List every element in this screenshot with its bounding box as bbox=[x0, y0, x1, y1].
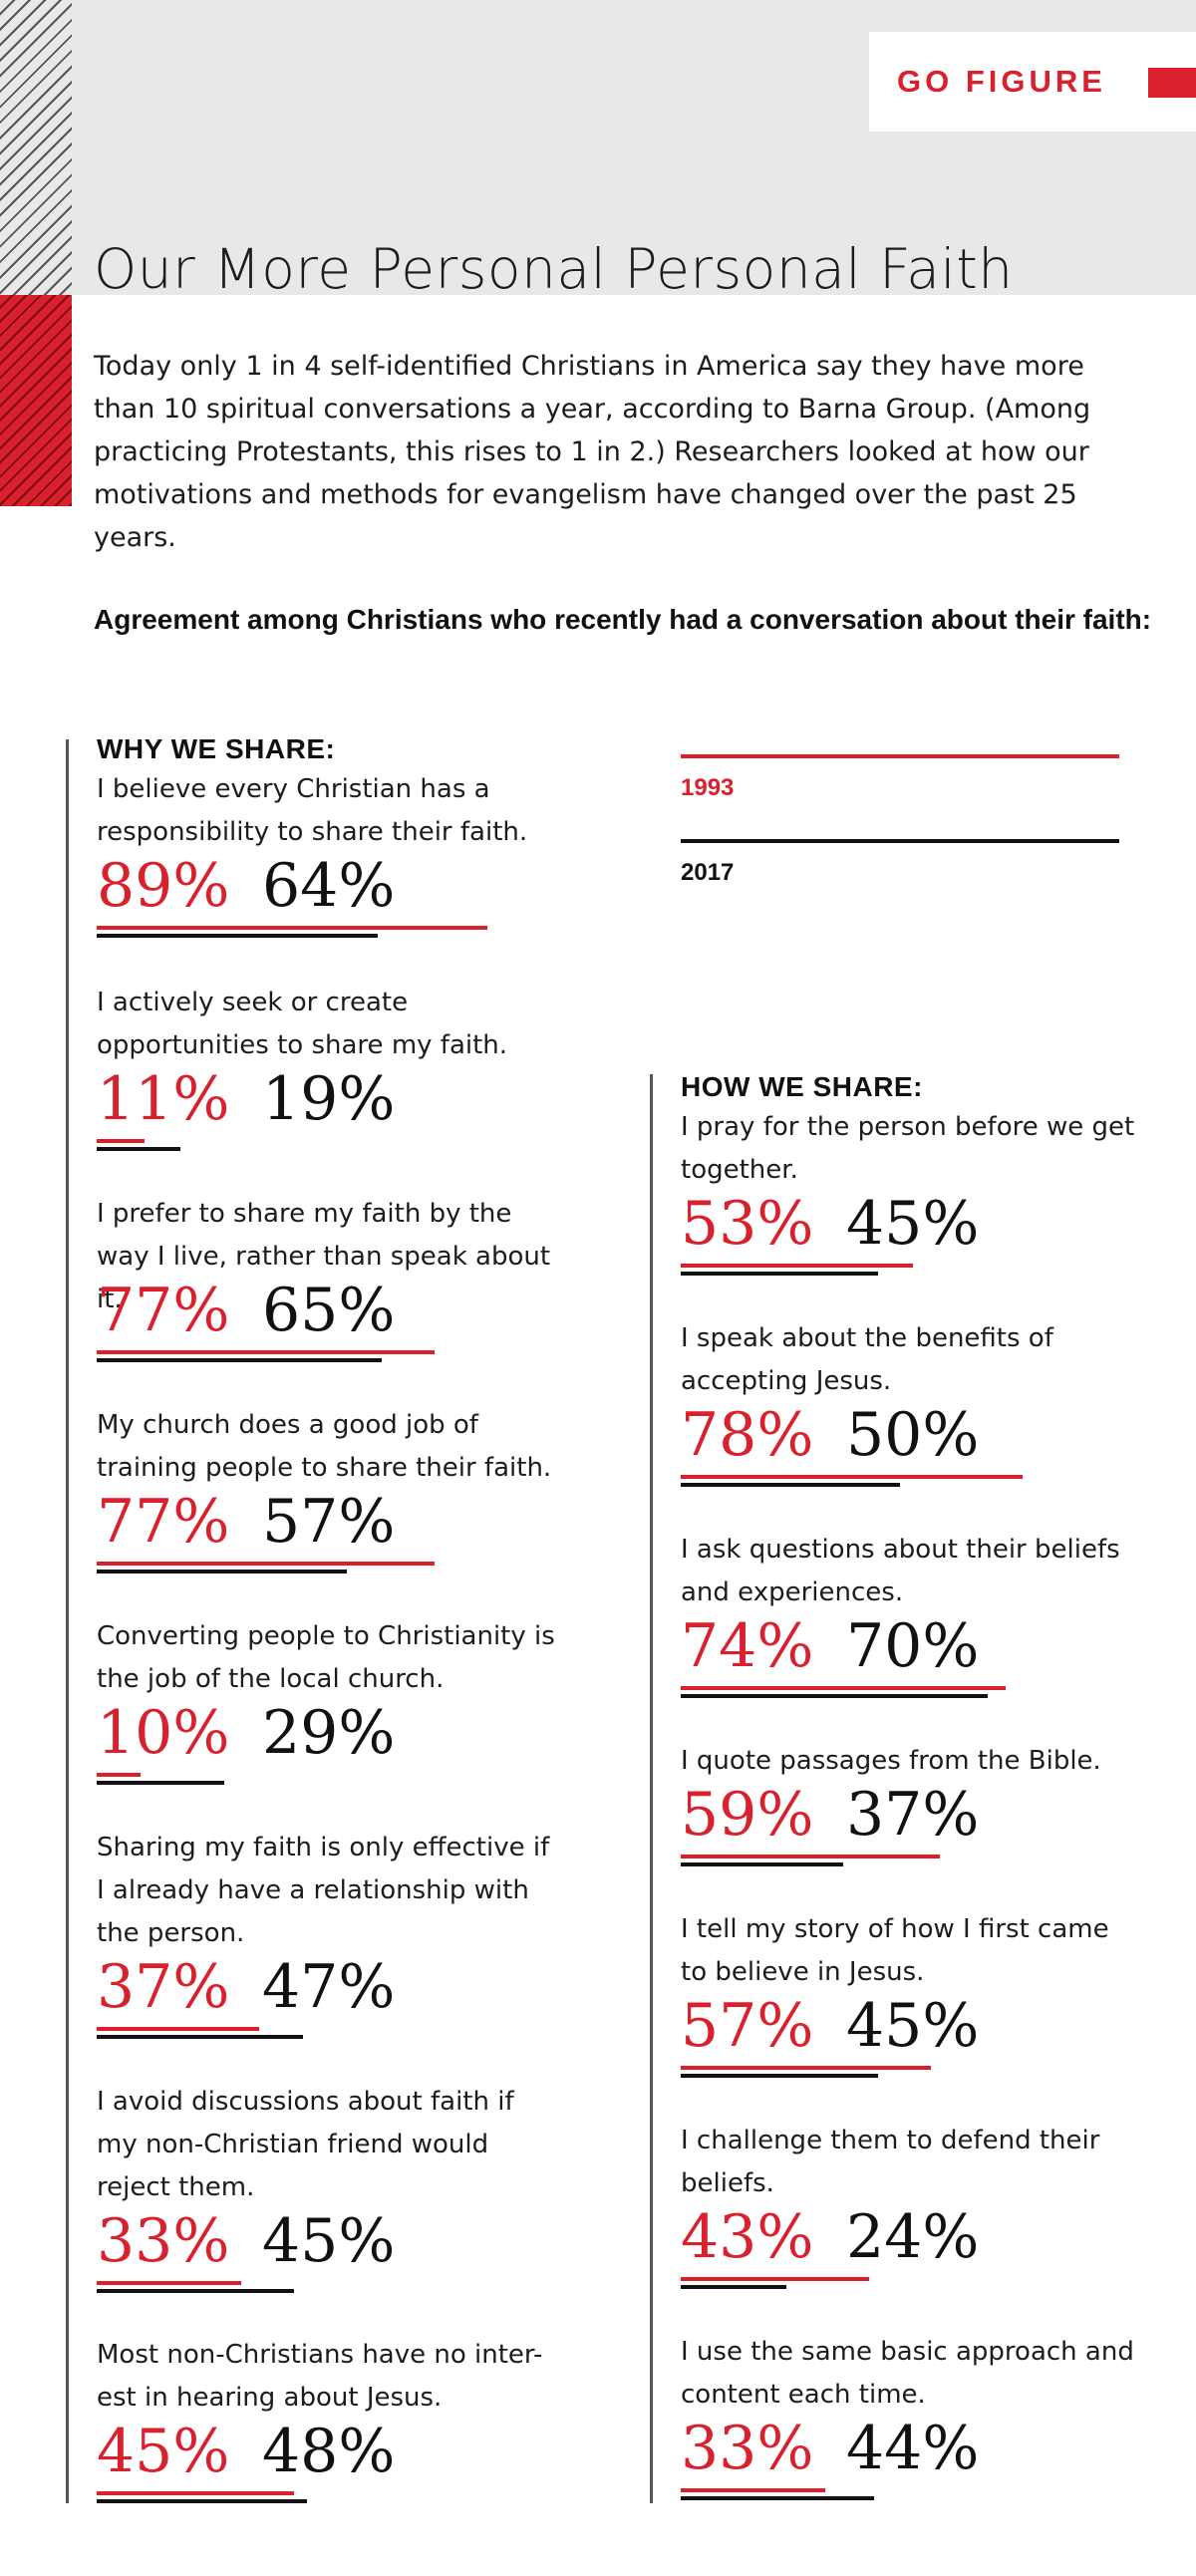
how-bar-1993-2 bbox=[681, 1475, 1023, 1479]
section-tag-label: GO FIGURE bbox=[897, 64, 1106, 99]
why-bar-1993-8 bbox=[97, 2491, 294, 2495]
how-bar-1993-7 bbox=[681, 2488, 825, 2492]
why-statement-8: Most non-Christians have no inter-est in… bbox=[97, 2340, 543, 2413]
how-value-2017-2: 50% bbox=[846, 1400, 980, 1470]
legend-line-2017 bbox=[681, 839, 1119, 843]
why-bar-1993-2 bbox=[97, 1139, 145, 1143]
why-bar-2017-7 bbox=[97, 2289, 294, 2293]
how-value-2017-1: 45% bbox=[846, 1189, 980, 1259]
how-value-1993-7: 33% bbox=[681, 2414, 814, 2483]
why-bar-1993-7 bbox=[97, 2281, 241, 2285]
why-value-2017-8: 48% bbox=[262, 2417, 396, 2486]
legend-line-1993 bbox=[681, 754, 1119, 758]
how-bar-1993-4 bbox=[681, 1855, 940, 1859]
how-value-2017-4: 37% bbox=[846, 1780, 980, 1850]
how-statement-5: I tell my story of how I first came to b… bbox=[681, 1914, 1109, 1987]
how-bar-1993-3 bbox=[681, 1686, 1006, 1690]
why-bar-2017-2 bbox=[97, 1147, 180, 1151]
why-statement-4: My church does a good job of training pe… bbox=[97, 1410, 552, 1483]
why-bar-2017-3 bbox=[97, 1358, 382, 1362]
how-bar-2017-7 bbox=[681, 2496, 874, 2500]
why-bar-2017-1 bbox=[97, 934, 378, 938]
how-value-1993-3: 74% bbox=[681, 1611, 814, 1681]
how-value-1993-6: 43% bbox=[681, 2202, 814, 2272]
how-statement-7: I use the same basic approach and conten… bbox=[681, 2337, 1134, 2410]
why-bar-2017-6 bbox=[97, 2035, 303, 2039]
why-bar-1993-3 bbox=[97, 1350, 435, 1354]
why-bar-1993-6 bbox=[97, 2027, 259, 2031]
why-value-1993-1: 89% bbox=[97, 851, 230, 921]
why-bar-2017-8 bbox=[97, 2499, 307, 2503]
why-value-1993-6: 37% bbox=[97, 1952, 230, 2022]
page-title: Our More Personal Personal Faith bbox=[94, 237, 1014, 301]
section-tag-bar bbox=[1148, 68, 1196, 98]
why-statement-7: I avoid discussions about faith if my no… bbox=[97, 2087, 514, 2202]
legend-label-2017: 2017 bbox=[681, 859, 735, 886]
why-value-1993-2: 11% bbox=[97, 1064, 230, 1134]
how-statement-1: I pray for the person before we get toge… bbox=[681, 1112, 1135, 1185]
how-bar-1993-5 bbox=[681, 2066, 931, 2070]
why-value-1993-7: 33% bbox=[97, 2206, 230, 2276]
how-value-2017-3: 70% bbox=[846, 1611, 980, 1681]
how-bar-1993-1 bbox=[681, 1264, 913, 1268]
why-value-2017-4: 57% bbox=[262, 1487, 396, 1557]
section-tag: GO FIGURE bbox=[869, 32, 1196, 132]
how-section-heading: HOW WE SHARE: bbox=[681, 1071, 923, 1102]
why-section-heading: WHY WE SHARE: bbox=[97, 733, 336, 764]
how-statement-4: I quote passages from the Bible. bbox=[681, 1746, 1101, 1776]
how-bar-2017-5 bbox=[681, 2074, 878, 2078]
how-value-2017-6: 24% bbox=[846, 2202, 980, 2272]
how-bar-1993-6 bbox=[681, 2277, 869, 2281]
legend-label-1993: 1993 bbox=[681, 774, 735, 801]
how-value-1993-5: 57% bbox=[681, 1991, 814, 2061]
why-value-1993-4: 77% bbox=[97, 1487, 230, 1557]
why-value-2017-1: 64% bbox=[262, 851, 396, 921]
why-statement-5: Converting people to Christianity is the… bbox=[97, 1621, 555, 1694]
how-value-1993-4: 59% bbox=[681, 1780, 814, 1850]
how-value-1993-2: 78% bbox=[681, 1400, 814, 1470]
how-statement-6: I challenge them to defend their beliefs… bbox=[681, 2126, 1100, 2198]
why-value-2017-5: 29% bbox=[262, 1698, 396, 1768]
why-statement-3: I prefer to share my faith by the way I … bbox=[97, 1199, 551, 1314]
why-value-1993-5: 10% bbox=[97, 1698, 230, 1768]
why-value-2017-3: 65% bbox=[262, 1276, 396, 1345]
why-value-1993-3: 77% bbox=[97, 1276, 230, 1345]
why-bar-1993-1 bbox=[97, 926, 487, 930]
red-hatch-decoration bbox=[0, 295, 72, 506]
how-value-1993-1: 53% bbox=[681, 1189, 814, 1259]
why-statement-6: Sharing my faith is only effective if I … bbox=[97, 1833, 550, 1948]
why-value-2017-2: 19% bbox=[262, 1064, 396, 1134]
how-bar-2017-3 bbox=[681, 1694, 988, 1698]
how-statement-2: I speak about the benefits of accepting … bbox=[681, 1323, 1053, 1396]
how-value-2017-5: 45% bbox=[846, 1991, 980, 2061]
why-statement-1: I believe every Christian has a responsi… bbox=[97, 774, 528, 847]
why-bar-2017-4 bbox=[97, 1570, 347, 1574]
how-bar-2017-1 bbox=[681, 1272, 878, 1276]
chart-subtitle: Agreement among Christians who recently … bbox=[94, 604, 1152, 635]
gray-hatch-decoration bbox=[0, 0, 72, 295]
why-column-rule bbox=[66, 739, 69, 2503]
why-bar-1993-4 bbox=[97, 1562, 435, 1566]
why-value-1993-8: 45% bbox=[97, 2417, 230, 2486]
why-value-2017-7: 45% bbox=[262, 2206, 396, 2276]
how-column-rule bbox=[650, 1074, 653, 2503]
why-statement-2: I actively seek or create opportunities … bbox=[97, 988, 508, 1060]
how-bar-2017-6 bbox=[681, 2285, 786, 2289]
intro-paragraph: Today only 1 in 4 self-identified Christ… bbox=[94, 351, 1091, 553]
why-bar-2017-5 bbox=[97, 1781, 224, 1785]
how-value-2017-7: 44% bbox=[846, 2414, 980, 2483]
how-bar-2017-2 bbox=[681, 1483, 900, 1487]
why-bar-1993-5 bbox=[97, 1773, 141, 1777]
how-statement-3: I ask questions about their beliefs and … bbox=[681, 1535, 1120, 1607]
why-value-2017-6: 47% bbox=[262, 1952, 396, 2022]
how-bar-2017-4 bbox=[681, 1862, 843, 1866]
